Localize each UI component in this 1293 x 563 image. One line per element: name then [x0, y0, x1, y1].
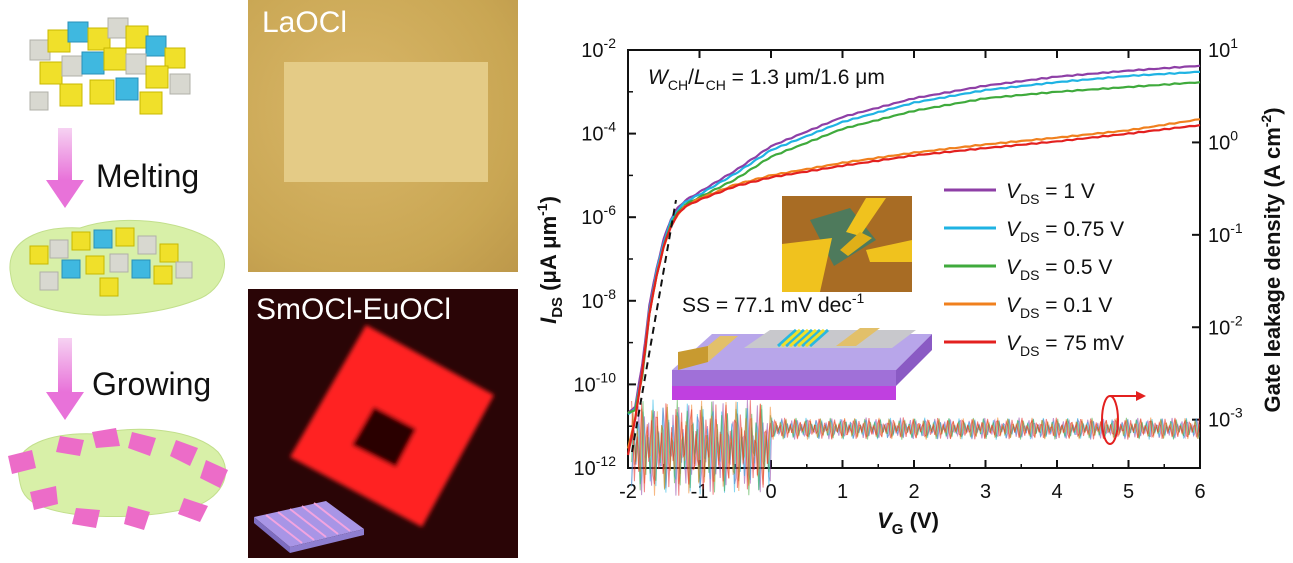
device-photo-inset: [782, 196, 912, 292]
fluorescence-square-svg: [254, 325, 494, 553]
frame-hole: [352, 407, 416, 467]
y-right-tick-label: 10-3: [1208, 405, 1243, 432]
y-left-tick-label: 10-12: [574, 453, 617, 480]
x-tick-label: 3: [980, 481, 991, 503]
x-tick-label: -1: [691, 481, 709, 503]
precursor-cubes-illustration: [29, 17, 191, 115]
y-right-tick-label: 100: [1208, 127, 1238, 154]
axis-tick-labels: -2 -1 0 1 2 3 4 5 6 10-2 10-4 10-6 10-8 10-10 10-12 101…: [574, 35, 1243, 503]
device-schematic-icon: [254, 501, 364, 553]
curve-vds-4: [626, 124, 1201, 456]
y-right-tick-label: 101: [1208, 35, 1238, 62]
y-right-tick-label: 10-2: [1208, 312, 1243, 339]
melting-arrow: [46, 128, 84, 208]
growth-schematic: Melting Growing: [0, 0, 240, 558]
smocl-euocl-label: SmOCl-EuOCl: [256, 293, 452, 326]
x-tick-label: 5: [1123, 481, 1134, 503]
y-left-axis-title: IDS (μA μm-1): [534, 196, 566, 324]
laocl-micrograph: LaOCl: [248, 0, 518, 272]
x-tick-label: -2: [619, 481, 637, 503]
y-left-tick-label: 10-10: [574, 369, 617, 396]
molten-salt-illustration: [9, 219, 226, 316]
transfer-curves: [626, 64, 1201, 456]
smocl-euocl-image: SmOCl-EuOCl: [248, 289, 518, 558]
right-axis-indicator: [1101, 391, 1146, 445]
ss-guide-line: [631, 199, 677, 453]
growth-schematic-svg: [8, 17, 228, 530]
channel-geometry-label: WCH/LCH = 1.3 μm/1.6 μm: [648, 66, 885, 93]
y-left-tick-label: 10-2: [581, 35, 616, 62]
laocl-flake: [284, 62, 488, 182]
plot-frame: [627, 49, 1201, 469]
device-schematic-inset: [672, 328, 932, 400]
laocl-label: LaOCl: [262, 6, 348, 39]
y-left-tick-label: 10-4: [581, 119, 616, 146]
y-left-tick-label: 10-6: [581, 202, 616, 229]
growing-arrow: [46, 338, 84, 420]
growing-label: Growing: [92, 366, 212, 402]
legend-label: VDS = 75 mV: [1006, 332, 1124, 359]
legend-label: VDS = 0.75 V: [1006, 218, 1124, 245]
y-right-tick-label: 10-1: [1208, 220, 1243, 247]
x-axis-title: VG (V): [877, 508, 939, 538]
axis-ticks: [627, 49, 1201, 469]
y-right-axis-title: Gate leakage density (A cm-2): [1258, 107, 1285, 412]
ss-label: SS = 77.1 mV dec-1: [682, 290, 865, 317]
legend-label: VDS = 1 V: [1006, 180, 1095, 207]
grown-flakes-illustration: [8, 428, 228, 530]
x-tick-label: 4: [1051, 481, 1062, 503]
y-left-tick-label: 10-8: [581, 286, 616, 313]
x-tick-label: 6: [1194, 481, 1205, 503]
legend: VDS = 1 V VDS = 0.75 V VDS = 0.5 V VDS = 0.…: [944, 180, 1124, 359]
melting-label: Melting: [96, 158, 200, 194]
x-tick-label: 2: [908, 481, 919, 503]
legend-label: VDS = 0.5 V: [1006, 256, 1112, 283]
transfer-curve-chart: -2 -1 0 1 2 3 4 5 6 10-2 10-4 10-6 10-8 10-10 10-12 101…: [534, 35, 1285, 538]
x-tick-label: 1: [837, 481, 848, 503]
leakage-trace-4: [631, 400, 1200, 496]
x-tick-label: 0: [765, 481, 776, 503]
legend-label: VDS = 0.1 V: [1006, 294, 1112, 321]
